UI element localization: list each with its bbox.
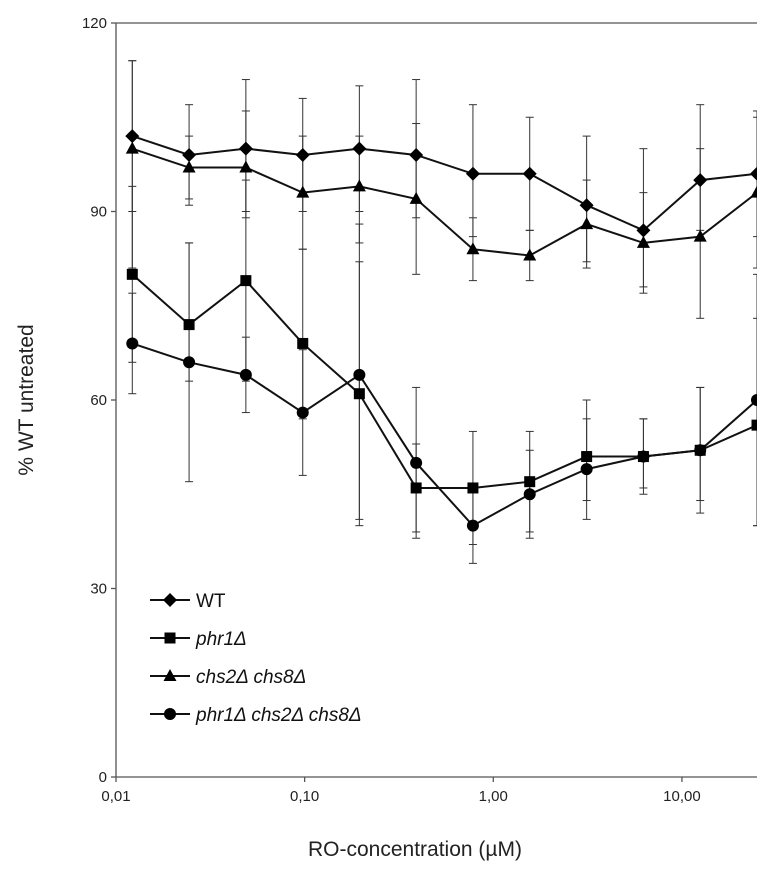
- series-lines: [131, 135, 757, 527]
- data-point-wt: [238, 141, 253, 156]
- data-point-phr1-chs2-chs8: [126, 337, 139, 350]
- data-markers: [125, 129, 757, 532]
- legend-marker-wt: [163, 593, 177, 607]
- series-line-wt: [131, 135, 757, 232]
- x-axis-title: RO-concentration (µM): [308, 838, 522, 861]
- legend: WT phr1Δ chs2Δ chs8Δ phr1Δ chs2Δ chs8Δ: [150, 591, 362, 726]
- data-point-wt: [750, 166, 757, 181]
- data-point-chs2-chs8: [580, 217, 594, 230]
- y-axis-title: % WT untreated: [15, 324, 38, 475]
- data-point-wt: [295, 147, 310, 162]
- data-point-phr1-chs2-chs8: [183, 356, 196, 369]
- data-point-wt: [693, 173, 708, 188]
- data-point-chs2-chs8: [125, 141, 139, 154]
- data-point-chs2-chs8: [750, 185, 757, 198]
- data-point-chs2-chs8: [523, 248, 537, 261]
- data-point-phr1: [183, 319, 195, 331]
- data-point-phr1-chs2-chs8: [523, 488, 536, 501]
- data-point-phr1-chs2-chs8: [296, 406, 309, 419]
- data-point-phr1: [467, 482, 479, 494]
- data-point-wt: [182, 147, 197, 162]
- legend-label-phr1: phr1Δ: [195, 629, 247, 650]
- legend-label-chs2-chs8: chs2Δ chs8Δ: [196, 667, 306, 688]
- x-tick-label: 1,00: [479, 788, 508, 805]
- data-point-phr1-chs2-chs8: [580, 463, 593, 476]
- data-point-chs2-chs8: [182, 160, 196, 173]
- data-point-chs2-chs8: [693, 229, 707, 242]
- legend-label-phr1-chs2-chs8: phr1Δ chs2Δ chs8Δ: [195, 705, 362, 726]
- data-point-phr1-chs2-chs8: [751, 394, 757, 406]
- x-tick-label: 0,01: [101, 788, 130, 805]
- data-point-wt: [522, 166, 537, 181]
- data-point-phr1: [581, 451, 593, 463]
- data-point-phr1-chs2-chs8: [239, 368, 252, 381]
- legend-marker-phr1: [164, 632, 176, 644]
- series-line-phr1: [131, 273, 757, 489]
- data-point-phr1: [297, 337, 309, 349]
- data-point-phr1: [410, 482, 422, 494]
- data-point-wt: [579, 198, 594, 213]
- data-point-wt: [409, 147, 424, 162]
- y-tick-label: 0: [99, 769, 107, 786]
- data-point-phr1: [353, 388, 365, 400]
- data-point-wt: [125, 129, 140, 144]
- y-tick-label: 120: [82, 15, 107, 32]
- x-axis: 0,01 0,10 1,00 10,00: [101, 777, 701, 805]
- data-point-phr1-chs2-chs8: [353, 368, 366, 381]
- y-tick-label: 90: [90, 204, 107, 221]
- legend-marker-chs2-chs8: [163, 669, 177, 681]
- data-point-wt: [465, 166, 480, 181]
- data-point-chs2-chs8: [239, 160, 253, 173]
- data-point-phr1: [524, 476, 536, 488]
- x-tick-label: 0,10: [290, 788, 319, 805]
- data-point-phr1: [126, 268, 138, 280]
- y-axis: 0 30 60 90 120: [82, 15, 116, 786]
- legend-marker-phr1-chs2-chs8: [164, 708, 176, 720]
- data-point-chs2-chs8: [352, 179, 366, 192]
- plot-frame: [115, 22, 757, 778]
- data-point-chs2-chs8: [636, 235, 650, 248]
- legend-label-wt: WT: [196, 591, 226, 612]
- data-point-chs2-chs8: [296, 185, 310, 198]
- data-point-wt: [636, 223, 651, 238]
- x-tick-label: 10,00: [663, 788, 701, 805]
- data-point-wt: [352, 141, 367, 156]
- y-tick-label: 60: [90, 392, 107, 409]
- data-point-chs2-chs8: [409, 191, 423, 204]
- data-point-phr1-chs2-chs8: [637, 450, 650, 463]
- data-point-phr1: [240, 275, 252, 287]
- series-line-phr1-chs2-chs8: [131, 342, 757, 527]
- data-point-chs2-chs8: [466, 242, 480, 255]
- data-point-phr1-chs2-chs8: [410, 456, 423, 469]
- data-point-phr1: [751, 419, 757, 431]
- series-line-chs2-chs8: [131, 147, 757, 257]
- data-point-phr1-chs2-chs8: [694, 444, 707, 457]
- y-tick-label: 30: [90, 581, 107, 598]
- data-point-phr1-chs2-chs8: [466, 519, 479, 532]
